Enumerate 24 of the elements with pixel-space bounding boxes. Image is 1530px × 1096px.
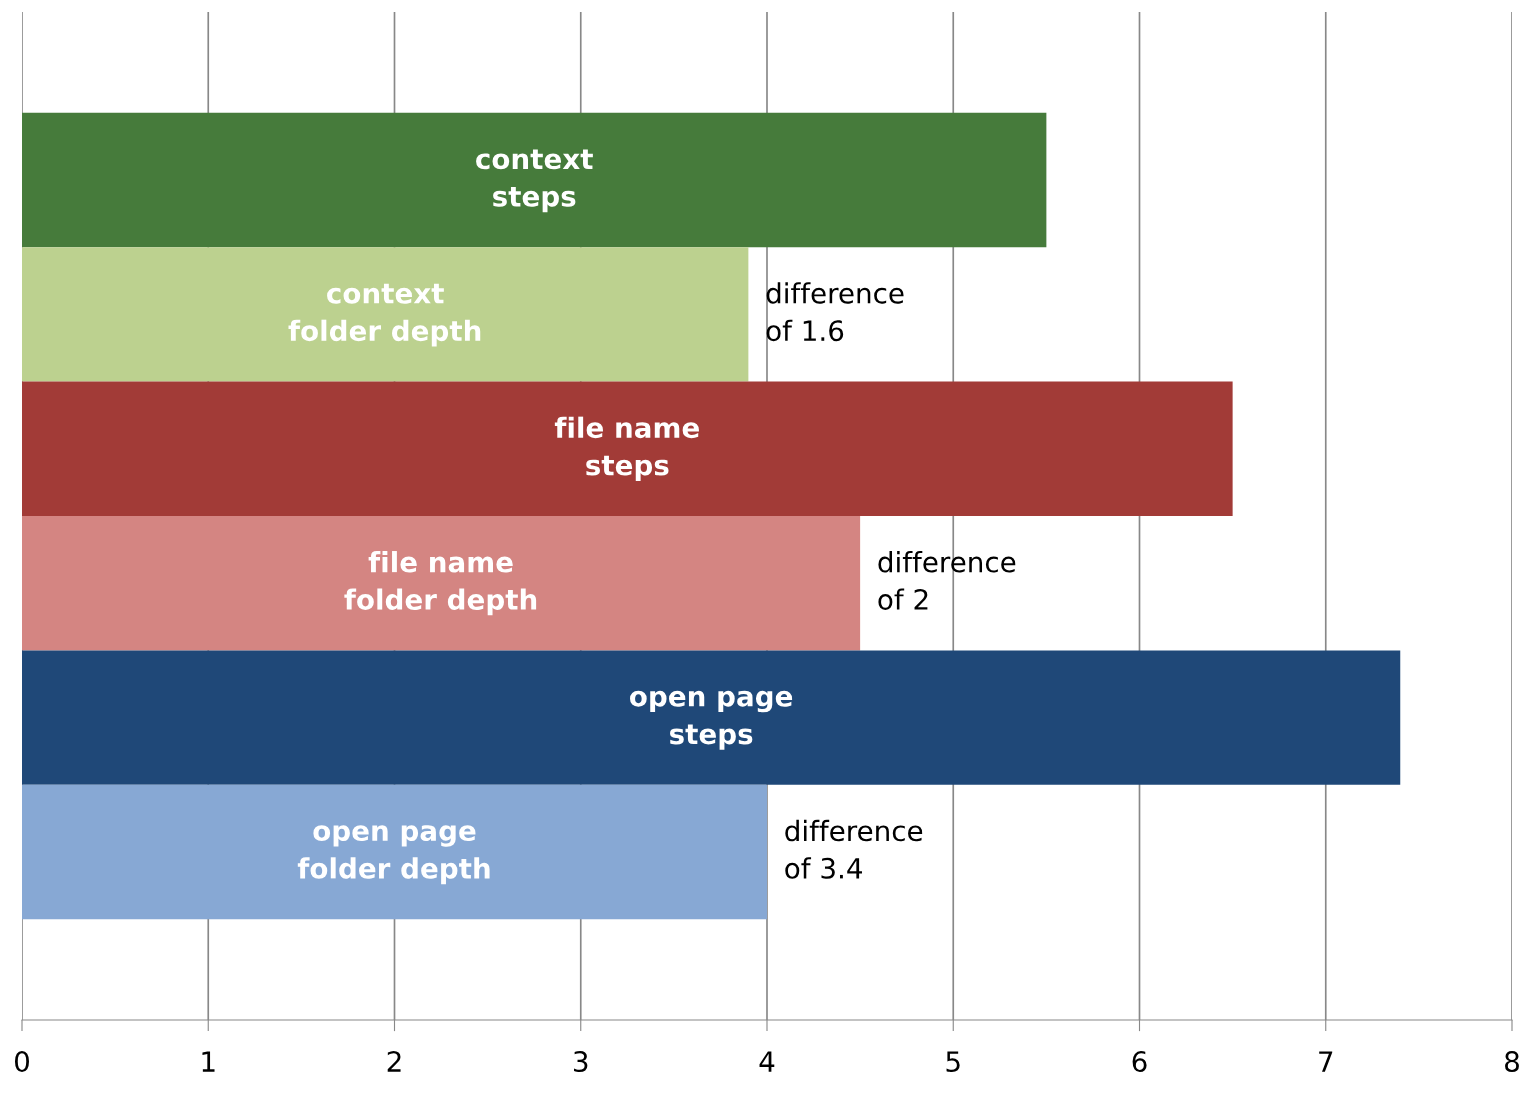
annotation: difference of 3.4 <box>785 819 923 879</box>
annotation: difference of 2 <box>878 551 1016 610</box>
x-tick-label: 2 <box>387 1051 401 1072</box>
y-tick-label: file name steps <box>554 416 699 481</box>
y-tick-label: context folder depth <box>288 283 481 347</box>
y-tick-label: open page steps <box>630 690 793 750</box>
bar <box>22 247 749 382</box>
bar <box>22 784 767 920</box>
x-tick-label: 1 <box>202 1051 215 1072</box>
x-tick-label: 7 <box>1319 1051 1333 1072</box>
x-tick-label: 5 <box>946 1051 960 1073</box>
x-tick-label: 8 <box>1505 1051 1519 1073</box>
x-tick-label: 3 <box>574 1051 588 1073</box>
bar <box>22 650 1401 785</box>
y-tick-label: file name folder depth <box>344 551 537 616</box>
x-tick-label: 4 <box>759 1051 775 1072</box>
y-tick-label: context steps <box>476 149 593 213</box>
x-tick-label: 6 <box>1132 1051 1147 1073</box>
y-tick-label: open page folder depth <box>297 825 490 885</box>
annotation: difference of 1.6 <box>766 282 904 342</box>
bar <box>22 381 1233 516</box>
x-tick-label: 0 <box>14 1051 29 1073</box>
bar <box>22 516 861 651</box>
bar <box>22 112 1047 248</box>
